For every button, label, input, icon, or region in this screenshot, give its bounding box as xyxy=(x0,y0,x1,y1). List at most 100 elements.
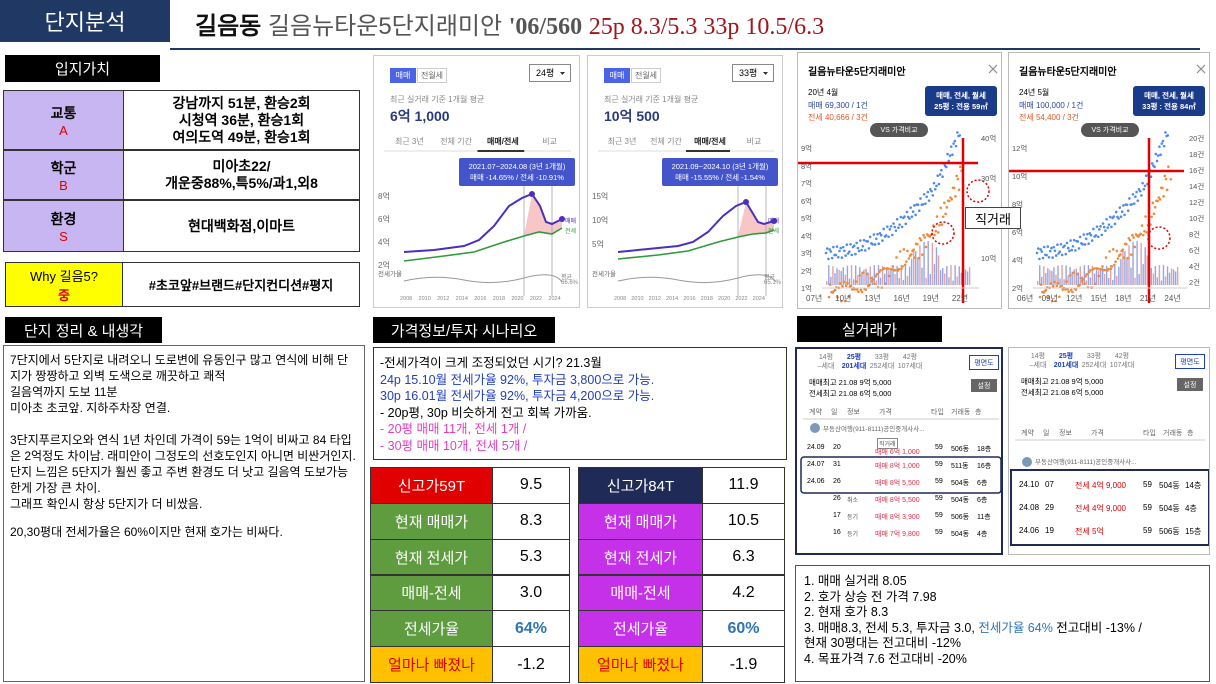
location-label: 환경 S xyxy=(3,200,124,252)
column-header: 정보 xyxy=(1059,430,1072,437)
x-tick-label: 2010 xyxy=(418,296,431,302)
tab-units: 107세대 xyxy=(897,363,923,370)
sale-dot xyxy=(1118,206,1122,209)
jeonse-dot xyxy=(839,299,843,303)
row-price: 매매 8억 5,500 xyxy=(875,480,920,487)
jeonse-dot xyxy=(952,186,956,190)
location-label: 학군 B xyxy=(3,150,124,200)
sale-dot xyxy=(1054,254,1058,257)
period-tab: 최근 3년 xyxy=(394,137,424,146)
note-text: 현재 30평대는 전고대비 -12% xyxy=(804,636,962,650)
marker xyxy=(559,216,565,222)
volume-bar xyxy=(1105,265,1108,285)
tab-units: 201세대 xyxy=(841,363,867,370)
sale-dot xyxy=(1084,237,1088,241)
sale-dot xyxy=(1068,249,1071,253)
sale-dot xyxy=(828,248,831,251)
summary-label: 매매-전세 xyxy=(370,574,493,612)
sale-dot xyxy=(1110,225,1113,229)
jeonse-dot xyxy=(901,265,904,268)
sale-dot xyxy=(1125,203,1129,207)
summary-label: 신고가59T xyxy=(370,467,493,504)
summary-label: 얼마나 빠졌나 xyxy=(370,646,493,683)
line: 2021.09~2024.10 (3년 1개월) xyxy=(671,162,769,171)
jeonse-dot xyxy=(909,253,913,256)
badge: 매매, 전세, 월세 33평 : 전용 84㎡ xyxy=(1133,86,1205,116)
volume-bar xyxy=(910,258,913,285)
note-line: 현재 30평대는 전고대비 -12% xyxy=(804,636,1201,652)
summary-label: 얼마나 빠졌나 xyxy=(578,646,703,683)
x-tick-label: 09년 xyxy=(1041,294,1058,303)
sale-dot xyxy=(909,206,912,209)
sale-dot xyxy=(872,233,876,236)
x-tick-label: 2020 xyxy=(511,296,524,302)
jeonse-dot xyxy=(1153,206,1157,209)
sale-dot xyxy=(941,175,944,179)
jeonse-dot xyxy=(1115,249,1119,253)
jeonse-dot xyxy=(1038,295,1042,299)
volume-bar xyxy=(954,265,956,285)
sale-dot xyxy=(1056,243,1059,246)
jeonse-dot xyxy=(1065,280,1068,283)
sale-dot xyxy=(1038,257,1041,261)
x-tick-label: 13년 xyxy=(864,294,881,303)
row-dong: 506동 xyxy=(951,514,970,521)
volume-bar xyxy=(925,277,927,285)
volume-bar xyxy=(1152,273,1155,285)
tab-units: –세대 xyxy=(817,363,835,370)
floorplan-button: 평면도 xyxy=(969,355,999,370)
sale-dot xyxy=(1137,188,1141,191)
jeonse-dot xyxy=(1133,245,1137,249)
sale-dot xyxy=(832,245,835,249)
sale-dot xyxy=(948,154,952,157)
note-text: 2. 현재 호가 8.3 xyxy=(804,605,889,619)
volume-bar xyxy=(865,268,867,285)
sale-dot xyxy=(860,248,863,252)
sale-dot xyxy=(1042,245,1046,249)
volume-bar xyxy=(1110,265,1112,285)
volume-bar xyxy=(838,269,840,285)
jeonse-dot xyxy=(943,201,946,205)
summary-value: 60% xyxy=(702,610,785,648)
jeonse-dot xyxy=(1143,229,1146,233)
y-tick-label: 7억 xyxy=(801,179,813,188)
sale-dot xyxy=(884,234,888,237)
complex: 길음뉴타운5단지래미안 xyxy=(267,13,503,40)
y-tick-label: 5억 xyxy=(801,214,813,223)
sale-dot xyxy=(849,242,852,246)
x-tick-label: 2010 xyxy=(631,296,644,302)
sale-dot xyxy=(1046,245,1050,248)
jeonse-dot xyxy=(1051,284,1055,288)
summary-value: 5.3 xyxy=(492,538,570,576)
sale-dot xyxy=(1072,238,1076,242)
summary-value: 3.0 xyxy=(492,574,570,612)
jeonse-line xyxy=(403,227,563,262)
compare-button: VS 가격비교 xyxy=(870,123,928,137)
volume-bar xyxy=(1126,258,1128,285)
volume-bar xyxy=(892,267,894,285)
jeonse-dot xyxy=(855,288,859,291)
column-header: 거래동 xyxy=(951,409,971,416)
volume-bar xyxy=(1146,255,1148,285)
volume-bar xyxy=(913,250,915,285)
volume-bar xyxy=(898,277,900,285)
scenario-box: -전세가격이 크게 조정되었던 시기? 21.3월 24p 15.10월 전세가율… xyxy=(373,347,787,460)
agent-avatar xyxy=(1022,457,1032,467)
location-label: 교통 A xyxy=(3,90,124,150)
jeonse-dot xyxy=(1167,165,1170,169)
tab-size: 25평 xyxy=(1058,353,1074,360)
prices: 25p 8.3/5.3 33p 10.5/6.3 xyxy=(588,14,825,40)
summary-value: 9.5 xyxy=(492,467,570,504)
jeonse-dot xyxy=(1053,280,1056,284)
sale-dot xyxy=(1070,248,1074,252)
column-header: 일 xyxy=(1043,430,1050,437)
volume-bar xyxy=(840,271,842,285)
row-type: 59 xyxy=(935,461,943,468)
high: 전세최고 21.08 6억 5,000 xyxy=(1021,388,1104,397)
volume-bar xyxy=(1134,277,1136,285)
y2-tick-label: 14건 xyxy=(1189,182,1205,191)
sale-dot xyxy=(1066,246,1070,250)
sale-dot xyxy=(1155,159,1159,163)
tab-size: 42평 xyxy=(902,354,918,361)
jeonse-dot xyxy=(935,215,939,218)
